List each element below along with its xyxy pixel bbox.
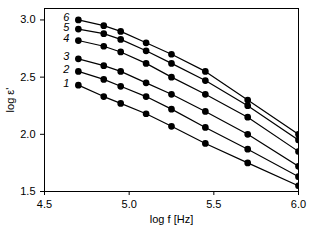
svg-text:1.5: 1.5 — [20, 185, 35, 197]
svg-text:4.5: 4.5 — [37, 198, 52, 210]
svg-text:6: 6 — [63, 11, 70, 23]
svg-text:log f [Hz]: log f [Hz] — [150, 213, 193, 225]
svg-text:log ε': log ε' — [4, 88, 16, 113]
svg-text:5.0: 5.0 — [122, 198, 137, 210]
svg-text:5.5: 5.5 — [206, 198, 221, 210]
svg-text:1: 1 — [63, 77, 69, 89]
svg-text:2: 2 — [62, 63, 69, 75]
svg-text:2.5: 2.5 — [20, 71, 35, 83]
svg-text:3: 3 — [63, 50, 70, 62]
svg-text:2.0: 2.0 — [20, 128, 35, 140]
svg-text:3.0: 3.0 — [20, 13, 35, 25]
svg-text:6.0: 6.0 — [291, 198, 306, 210]
svg-text:4: 4 — [63, 32, 69, 44]
svg-text:5: 5 — [63, 20, 70, 33]
